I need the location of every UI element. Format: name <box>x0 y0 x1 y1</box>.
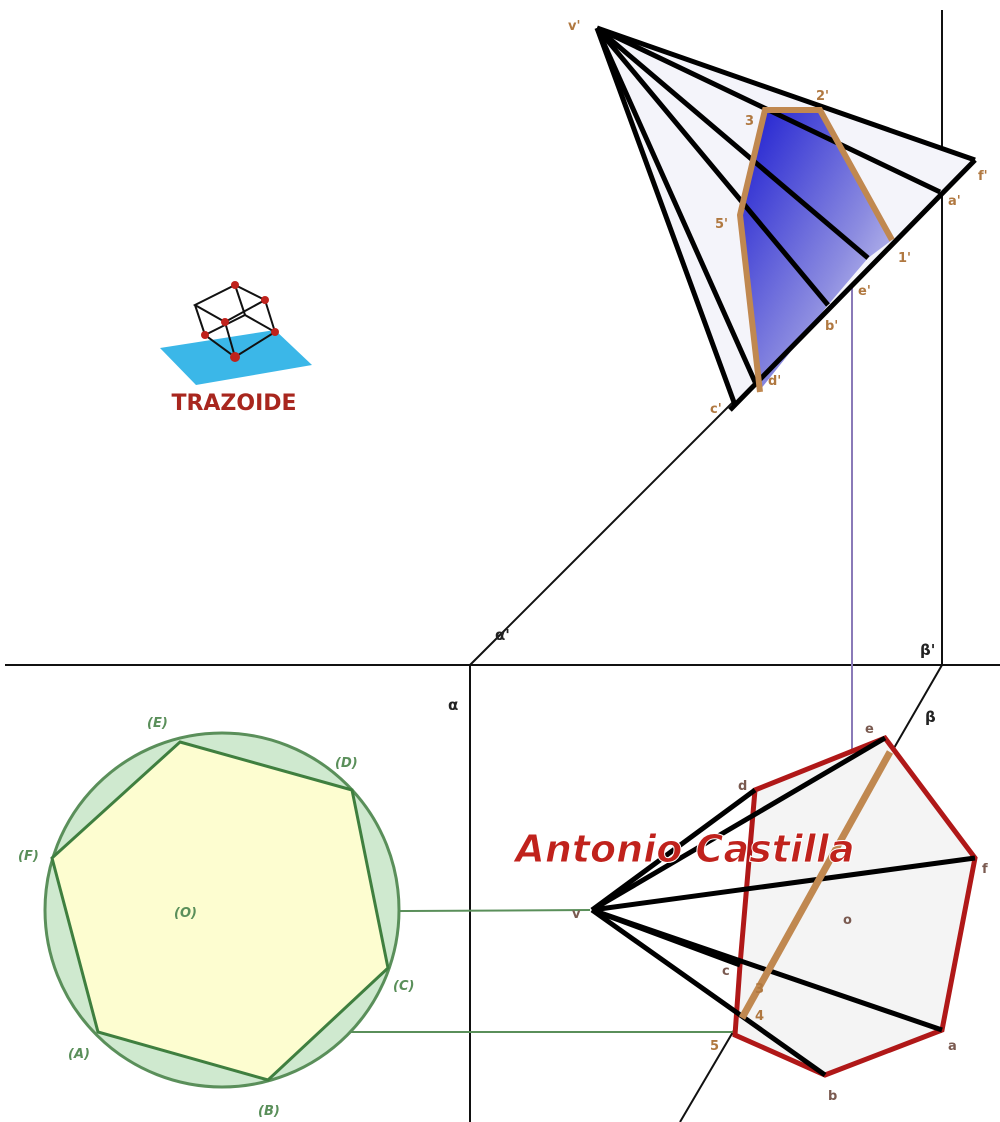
point-label: (C) <box>393 979 414 994</box>
point-label: 5' <box>715 217 728 232</box>
point-label: 2' <box>816 89 829 104</box>
trace-label: α' <box>495 626 510 644</box>
point-label: 5 <box>710 1039 719 1054</box>
point-label: o <box>843 913 852 928</box>
point-label: (E) <box>147 716 168 731</box>
trace-label: β' <box>920 641 935 659</box>
point-label: a <box>948 1039 957 1054</box>
point-label: v' <box>568 19 580 34</box>
point-label: b' <box>825 319 838 334</box>
point-label: f <box>982 862 988 877</box>
point-label: (A) <box>68 1047 90 1062</box>
point-label: v <box>572 907 581 922</box>
base-polygon <box>735 738 975 1075</box>
true-size-base <box>45 733 399 1087</box>
point-label: (B) <box>258 1104 280 1119</box>
point-label: e <box>865 722 874 737</box>
point-label: (F) <box>18 849 39 864</box>
point-label: (D) <box>335 756 358 771</box>
point-label: c' <box>710 402 722 417</box>
point-label: 4 <box>755 1009 764 1024</box>
point-label: 1' <box>898 251 911 266</box>
logo: TRAZOIDE <box>160 281 312 416</box>
logo-text: TRAZOIDE <box>171 391 296 416</box>
author: Antonio Castilla <box>512 827 854 871</box>
point-label: c <box>722 964 730 979</box>
point-label: 3 <box>745 114 754 129</box>
point-label: a' <box>948 194 961 209</box>
trace-label: α <box>448 696 458 714</box>
edge <box>592 910 740 965</box>
point-label: b <box>828 1089 837 1104</box>
point-label: 3 <box>755 982 764 997</box>
point-label: d <box>738 779 747 794</box>
diagram: TRAZOIDE Antonio Castilla α' α β' β v' 2… <box>0 0 1000 1122</box>
point-label: (O) <box>174 906 197 921</box>
pyramid-plan <box>592 738 975 1075</box>
pyramid-elevation <box>597 28 975 410</box>
trace-label: β <box>925 708 936 726</box>
point-label: e' <box>858 284 871 299</box>
point-label: f' <box>978 169 988 184</box>
point-label: d' <box>768 374 781 389</box>
